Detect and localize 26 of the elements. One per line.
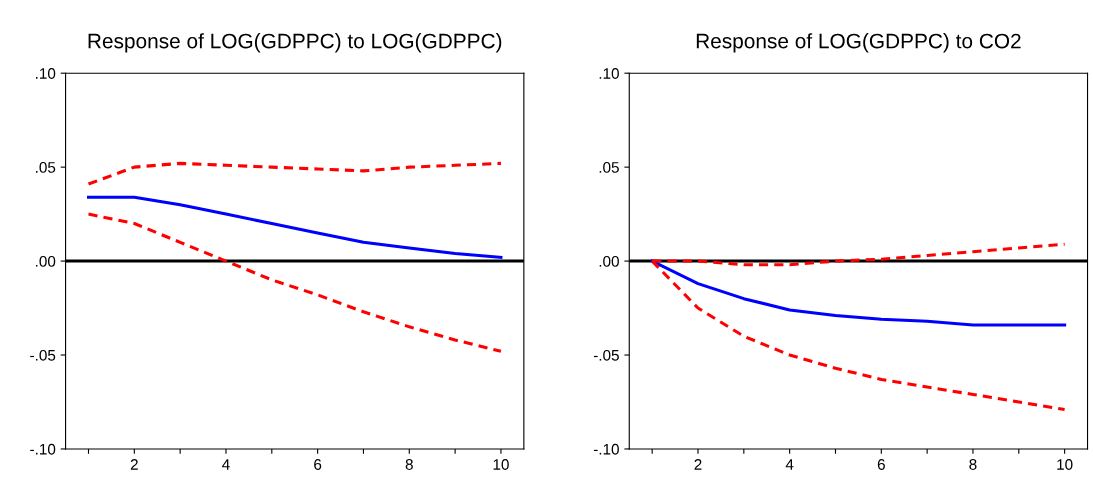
y-tick-label: .05 xyxy=(599,162,619,173)
x-tick-label: 4 xyxy=(222,459,230,470)
line-series xyxy=(86,161,503,186)
y-tick-label: -.10 xyxy=(593,443,619,455)
x-tick-label: 6 xyxy=(314,459,322,470)
x-tick-label: 4 xyxy=(785,459,794,470)
x-tick-label: 10 xyxy=(1057,459,1073,470)
line-series xyxy=(650,259,1067,327)
y-tick-label: -.10 xyxy=(30,443,56,455)
x-tick-label: 10 xyxy=(493,459,509,470)
x-tick-label: 2 xyxy=(130,459,138,470)
line-series xyxy=(86,212,503,353)
y-tick-label: -.05 xyxy=(593,349,619,361)
y-tick-label: .10 xyxy=(599,68,619,79)
x-tick-label: 2 xyxy=(694,459,702,470)
y-tick-label: -.05 xyxy=(30,349,56,361)
y-tick-label: .00 xyxy=(36,255,56,267)
y-tick-label: .05 xyxy=(36,162,56,173)
x-tick-label: 8 xyxy=(969,459,977,470)
y-tick-label: .00 xyxy=(599,255,619,267)
line-series xyxy=(86,195,503,259)
y-tick-label: .10 xyxy=(36,68,56,79)
chart-title: Response of LOG(GDPPC) to CO2 xyxy=(696,33,1021,53)
chart-title: Response of LOG(GDPPC) to LOG(GDPPC) xyxy=(88,33,502,53)
x-tick-label: 8 xyxy=(405,459,413,470)
x-tick-label: 6 xyxy=(877,459,885,470)
